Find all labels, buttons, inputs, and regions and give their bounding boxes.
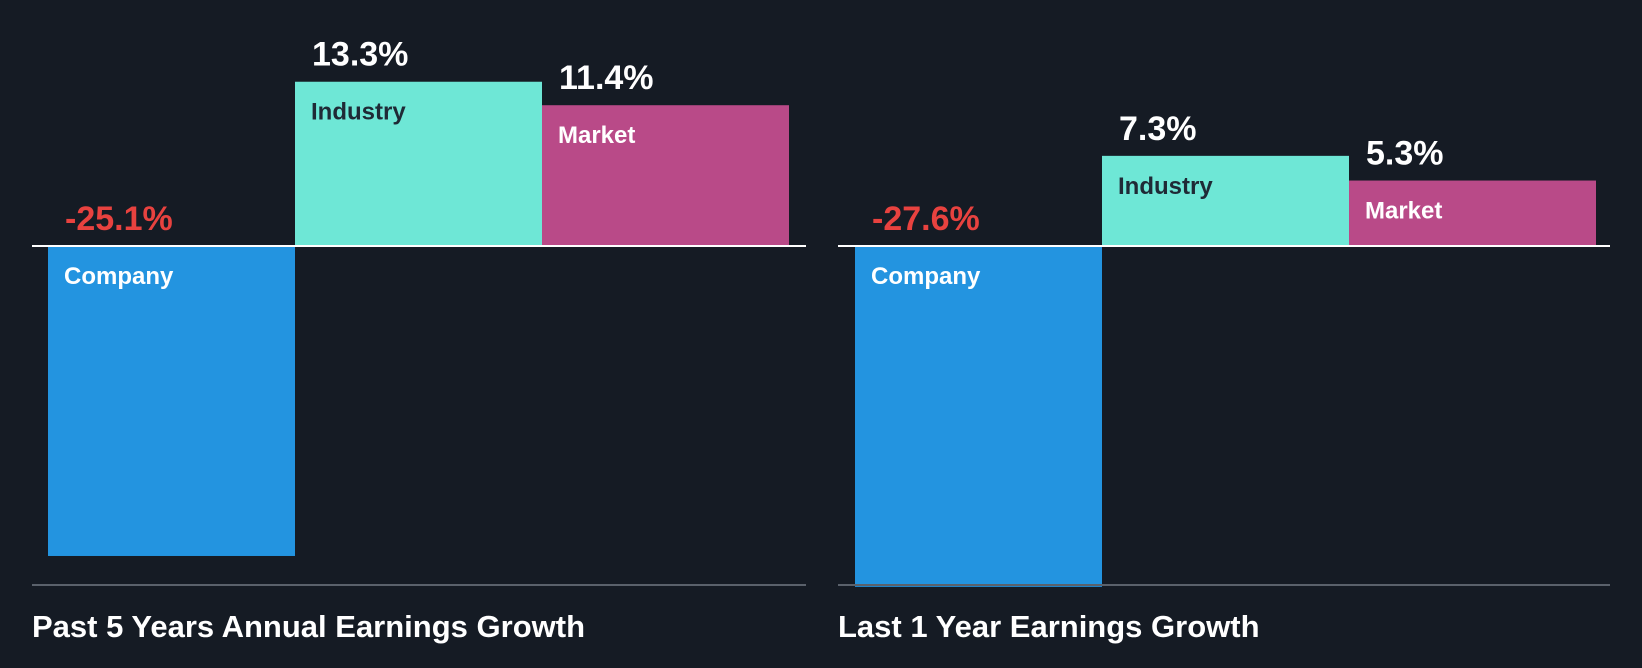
chart-title: Last 1 Year Earnings Growth [838,609,1260,644]
bar-company [48,246,295,556]
value-label-market: 11.4% [559,59,654,97]
value-label-industry: 13.3% [312,36,408,74]
bars-group: -25.1% Company 13.3% Industry 11.4% Market [48,36,789,556]
category-label-market: Market [1365,198,1442,225]
bar-company [855,246,1102,587]
category-label-market: Market [558,122,635,149]
chart-panel-past-5-years: -25.1% Company 13.3% Industry 11.4% Market Pa… [32,36,806,644]
bar-industry [1102,155,1349,246]
category-label-industry: Industry [1118,173,1213,200]
value-label-company: -25.1% [65,200,173,238]
chart-title: Past 5 Years Annual Earnings Growth [32,609,585,644]
category-label-industry: Industry [311,99,406,126]
value-label-company: -27.6% [872,200,980,238]
value-label-market: 5.3% [1366,135,1444,173]
chart-panel-last-1-year: -27.6% Company 7.3% Industry 5.3% Market Last… [838,110,1610,644]
bar-market [1349,180,1596,246]
category-label-company: Company [64,263,174,290]
bars-group: -27.6% Company 7.3% Industry 5.3% Market [855,110,1596,587]
bar-industry [295,81,542,247]
value-label-industry: 7.3% [1119,110,1197,148]
category-label-company: Company [871,263,981,290]
bar-market [542,105,789,247]
